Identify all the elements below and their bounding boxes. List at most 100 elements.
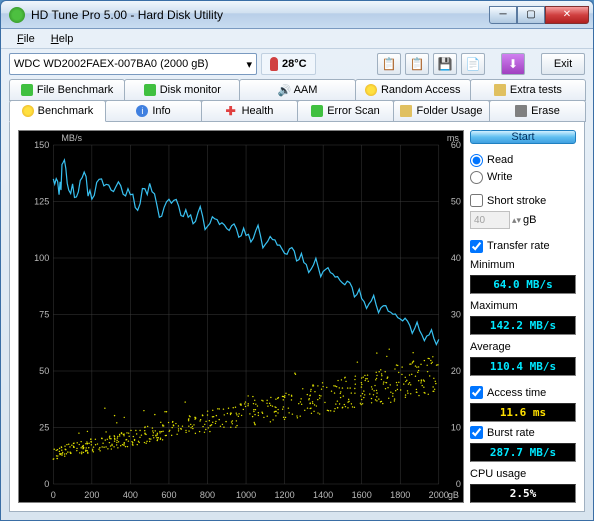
- tab-info[interactable]: iInfo: [105, 100, 202, 122]
- tab-folder-usage[interactable]: Folder Usage: [393, 100, 490, 122]
- stroke-spinner: ▴▾: [512, 217, 521, 224]
- burst-rate-label: Burst rate: [487, 427, 535, 439]
- svg-text:1200: 1200: [275, 490, 295, 500]
- svg-text:0: 0: [51, 490, 56, 500]
- write-radio[interactable]: [470, 171, 483, 184]
- exit-button[interactable]: Exit: [541, 53, 585, 75]
- svg-text:50: 50: [39, 366, 49, 376]
- tab-random-access[interactable]: Random Access: [355, 79, 471, 101]
- access-time-label: Access time: [487, 387, 546, 399]
- drive-selector[interactable]: WDC WD2002FAEX-007BA0 (2000 gB) ▾: [9, 53, 257, 75]
- close-button[interactable]: ✕: [545, 6, 589, 24]
- chart-svg: 0200400600800100012001400160018002000025…: [19, 131, 463, 502]
- svg-text:2000: 2000: [429, 490, 449, 500]
- tab-row-top: File Benchmark Disk monitor 🔊AAM Random …: [9, 79, 585, 101]
- svg-text:50: 50: [451, 197, 461, 207]
- short-stroke-checkbox[interactable]: [470, 194, 483, 207]
- tab-disk-monitor[interactable]: Disk monitor: [124, 79, 240, 101]
- minimum-value: 64.0 MB/s: [470, 275, 576, 294]
- tab-erase[interactable]: Erase: [489, 100, 586, 122]
- cpu-usage-label: CPU usage: [470, 468, 576, 480]
- cpu-usage-value: 2.5%: [470, 484, 576, 503]
- extra-icon: [494, 84, 506, 96]
- side-panel: Start Read Write Short stroke ▴▾ gB Tran…: [470, 130, 576, 503]
- minimum-label: Minimum: [470, 259, 576, 271]
- transfer-rate-label: Transfer rate: [487, 240, 550, 252]
- thermometer-icon: [270, 57, 278, 71]
- write-label: Write: [487, 171, 512, 183]
- app-icon: [9, 7, 25, 23]
- svg-text:1800: 1800: [390, 490, 410, 500]
- content-area: WDC WD2002FAEX-007BA0 (2000 gB) ▾ 28°C 📋…: [1, 49, 593, 520]
- maximum-label: Maximum: [470, 300, 576, 312]
- stroke-unit: gB: [523, 214, 536, 226]
- access-time-value: 11.6 ms: [470, 403, 576, 422]
- svg-text:100: 100: [34, 253, 49, 263]
- benchmark-panel: 0200400600800100012001400160018002000025…: [9, 122, 585, 512]
- svg-text:75: 75: [39, 310, 49, 320]
- window-title: HD Tune Pro 5.00 - Hard Disk Utility: [31, 8, 489, 22]
- svg-text:25: 25: [39, 423, 49, 433]
- tab-error-scan[interactable]: Error Scan: [297, 100, 394, 122]
- drive-selected-label: WDC WD2002FAEX-007BA0 (2000 gB): [14, 58, 208, 70]
- tab-file-benchmark[interactable]: File Benchmark: [9, 79, 125, 101]
- main-window: HD Tune Pro 5.00 - Hard Disk Utility ─ ▢…: [0, 0, 594, 521]
- svg-text:1400: 1400: [313, 490, 333, 500]
- screenshot-button[interactable]: 📋: [405, 53, 429, 75]
- svg-text:200: 200: [84, 490, 99, 500]
- svg-text:gB: gB: [448, 490, 459, 500]
- folder-icon: [400, 105, 412, 117]
- temperature-value: 28°C: [282, 58, 307, 70]
- transfer-rate-checkbox[interactable]: [470, 240, 483, 253]
- menubar: File Help: [1, 29, 593, 49]
- svg-text:125: 125: [34, 197, 49, 207]
- svg-text:30: 30: [451, 310, 461, 320]
- start-button[interactable]: Start: [470, 130, 576, 144]
- svg-text:800: 800: [200, 490, 215, 500]
- svg-text:600: 600: [161, 490, 176, 500]
- svg-text:ms: ms: [447, 133, 460, 143]
- info-icon: i: [136, 105, 148, 117]
- speaker-icon: 🔊: [278, 84, 290, 96]
- titlebar[interactable]: HD Tune Pro 5.00 - Hard Disk Utility ─ ▢…: [1, 1, 593, 29]
- scan-icon: [311, 105, 323, 117]
- burst-rate-value: 287.7 MB/s: [470, 443, 576, 462]
- menu-help[interactable]: Help: [43, 31, 82, 47]
- benchmark-chart: 0200400600800100012001400160018002000025…: [18, 130, 464, 503]
- tab-extra-tests[interactable]: Extra tests: [470, 79, 586, 101]
- svg-text:150: 150: [34, 140, 49, 150]
- svg-text:40: 40: [451, 253, 461, 263]
- file-icon: [21, 84, 33, 96]
- svg-text:1000: 1000: [236, 490, 256, 500]
- svg-text:10: 10: [451, 423, 461, 433]
- maximum-value: 142.2 MB/s: [470, 316, 576, 335]
- benchmark-icon: [22, 105, 34, 117]
- tab-aam[interactable]: 🔊AAM: [239, 79, 355, 101]
- tab-benchmark[interactable]: Benchmark: [9, 100, 106, 122]
- minimize-button[interactable]: ─: [489, 6, 517, 24]
- access-time-checkbox[interactable]: [470, 386, 483, 399]
- random-icon: [365, 84, 377, 96]
- svg-text:1600: 1600: [352, 490, 372, 500]
- options-button[interactable]: ⬇: [501, 53, 525, 75]
- health-icon: ✚: [226, 105, 238, 117]
- stroke-value-input: [470, 211, 510, 229]
- average-label: Average: [470, 341, 576, 353]
- toolbar: WDC WD2002FAEX-007BA0 (2000 gB) ▾ 28°C 📋…: [9, 53, 585, 75]
- menu-file[interactable]: File: [9, 31, 43, 47]
- svg-text:MB/s: MB/s: [61, 133, 82, 143]
- copy-button[interactable]: 📄: [461, 53, 485, 75]
- svg-text:0: 0: [44, 479, 49, 489]
- tab-health[interactable]: ✚Health: [201, 100, 298, 122]
- svg-text:0: 0: [456, 479, 461, 489]
- copy-info-button[interactable]: 📋: [377, 53, 401, 75]
- svg-text:400: 400: [123, 490, 138, 500]
- short-stroke-label: Short stroke: [487, 195, 546, 207]
- tab-row-bottom: Benchmark iInfo ✚Health Error Scan Folde…: [9, 100, 585, 122]
- save-button[interactable]: 💾: [433, 53, 457, 75]
- read-radio[interactable]: [470, 154, 483, 167]
- burst-rate-checkbox[interactable]: [470, 426, 483, 439]
- temperature-box: 28°C: [261, 53, 316, 75]
- maximize-button[interactable]: ▢: [517, 6, 545, 24]
- svg-text:20: 20: [451, 366, 461, 376]
